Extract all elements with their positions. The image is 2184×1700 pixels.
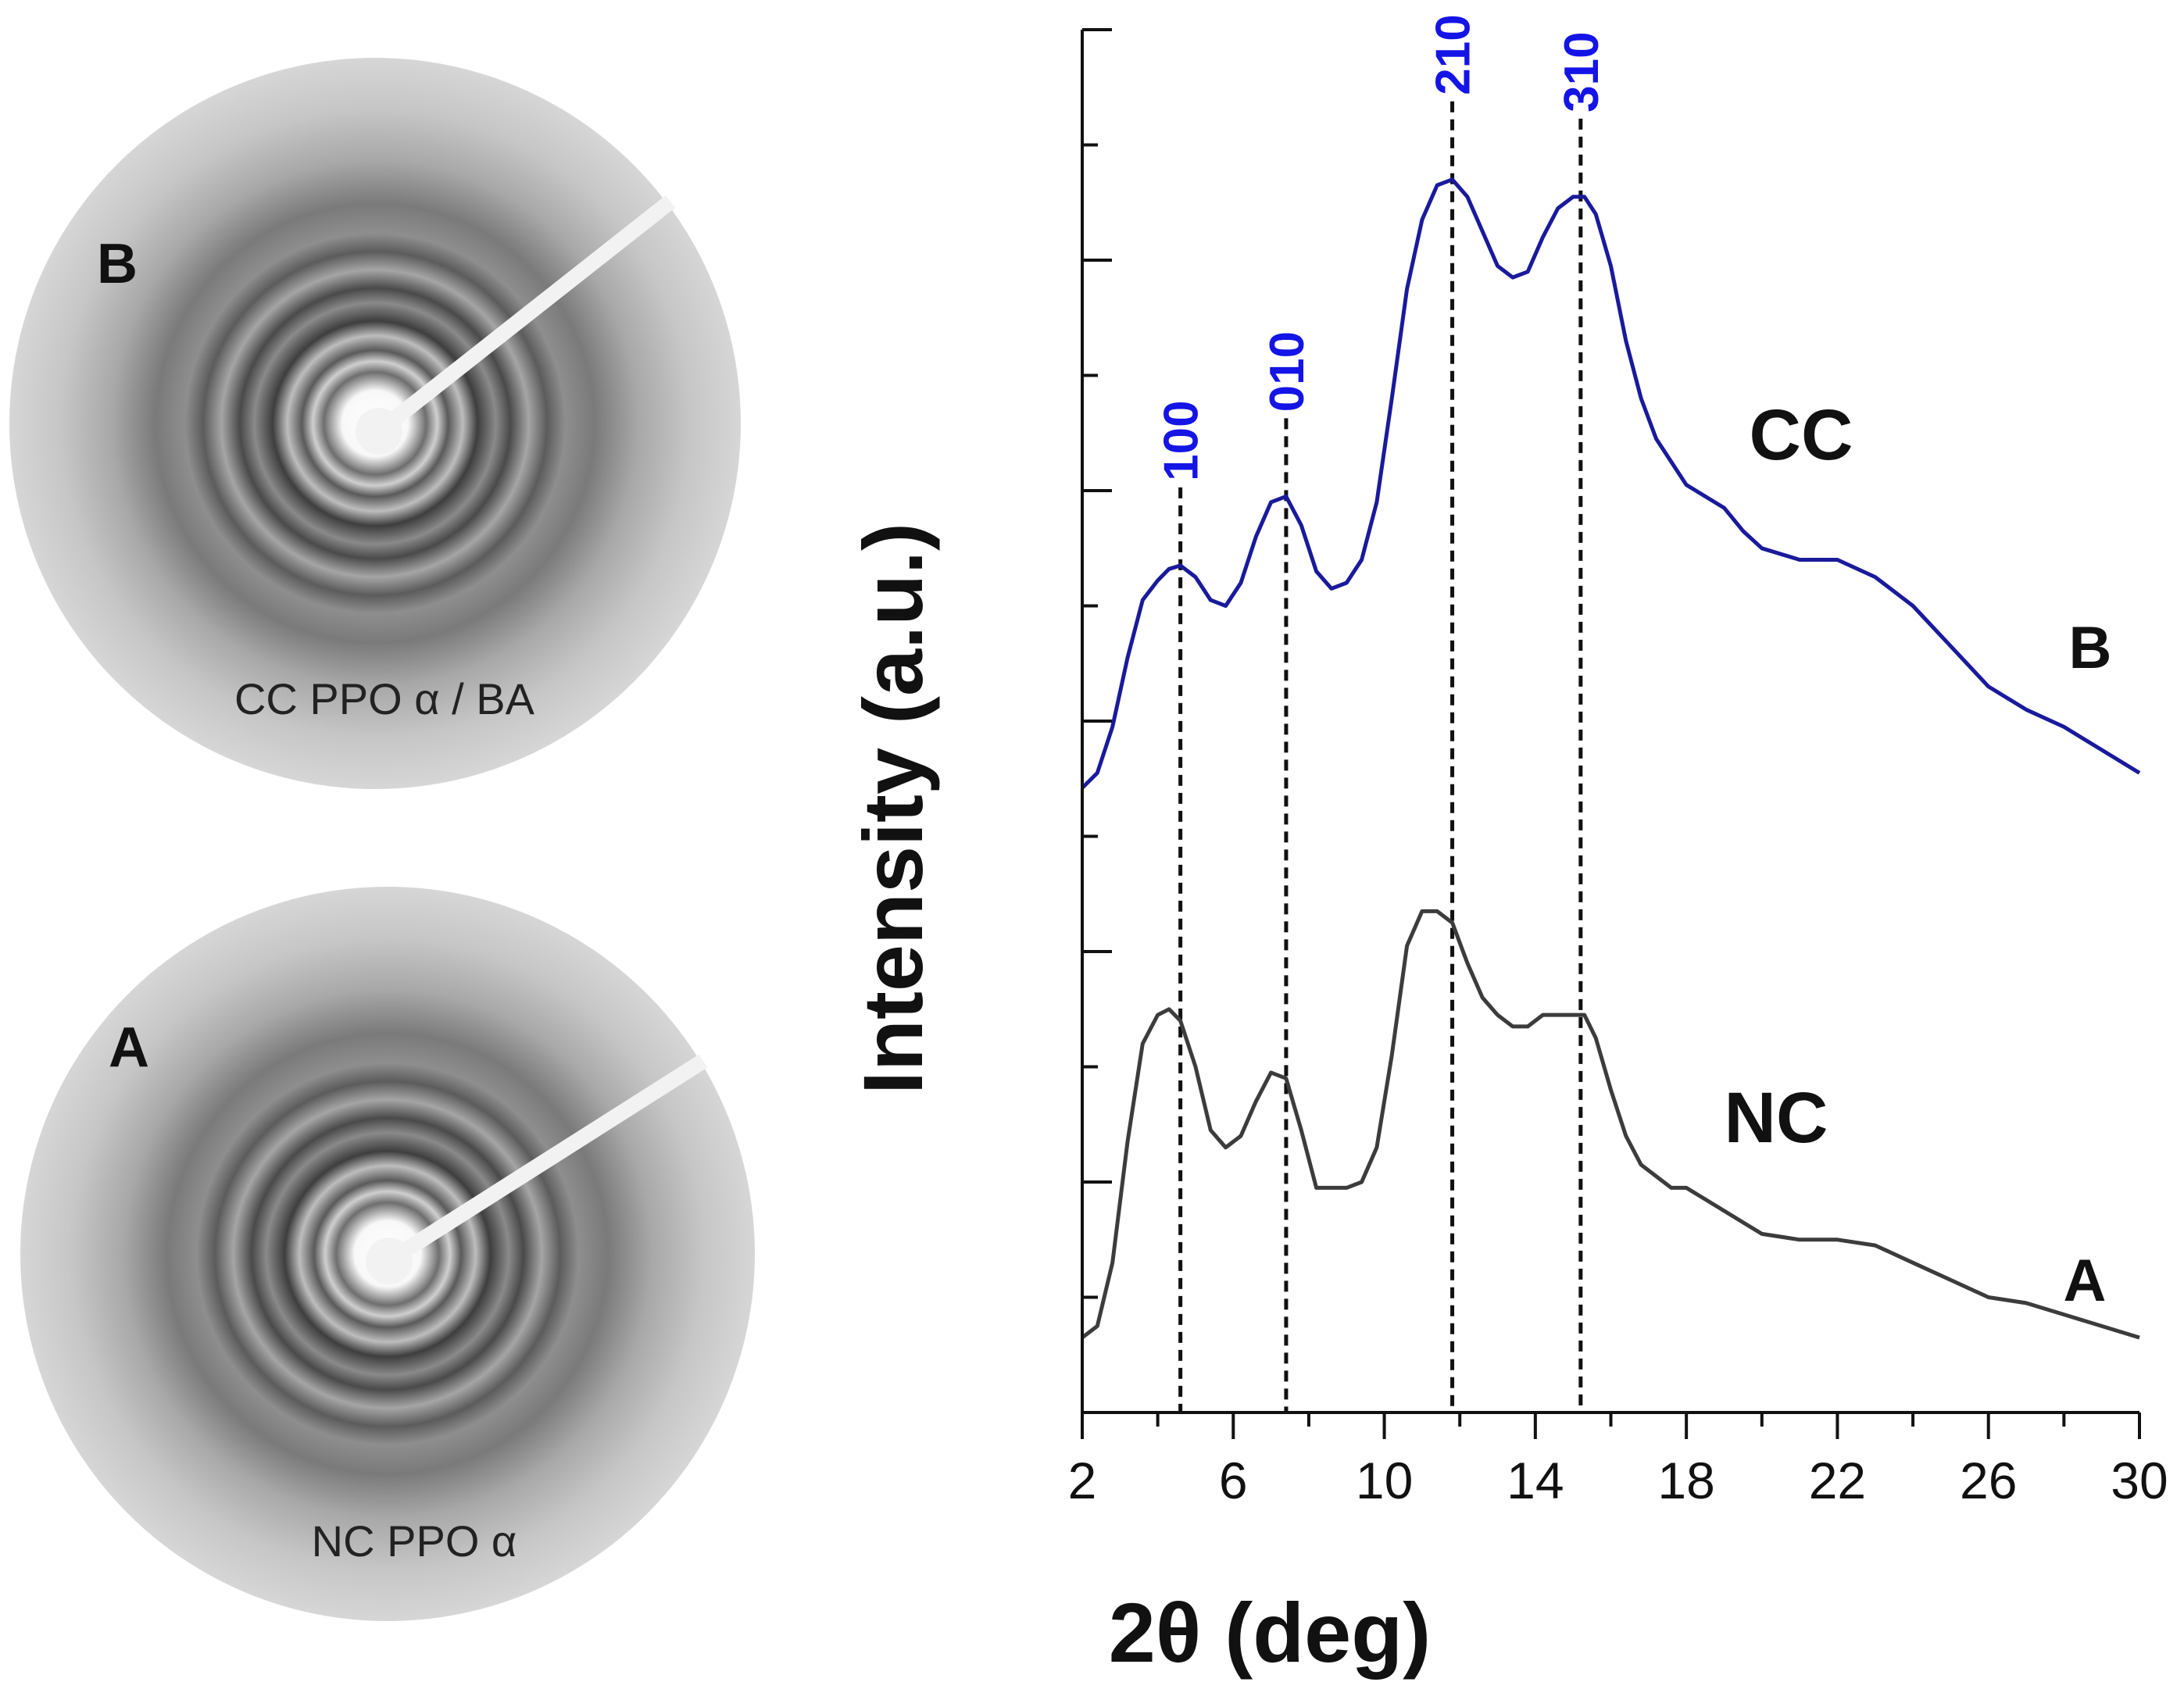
x-tick-label: 10 [1356,1452,1413,1509]
axes [1081,28,2141,1439]
series-line-nc [1081,909,2140,1340]
reflection-labels: 100 010 210 310 [1155,14,1609,481]
diffraction-pattern-b: B CC PPO α / BA [9,58,741,789]
x-tick-label: 22 [1809,1452,1866,1509]
y-axis-label: Intensity (a.u.) [845,523,940,1095]
reflection-label-100: 100 [1155,400,1209,480]
series-layer [1081,177,2141,1340]
end-label-b: B [2069,615,2112,681]
pattern-b-label: B [97,233,138,295]
pattern-b-caption: CC PPO α / BA [234,674,535,723]
x-axis-label: 2θ (deg) [1109,1585,1431,1680]
series-line-cc [1081,177,2141,790]
reflection-label-010: 010 [1260,331,1314,412]
x-tick-labels: 2 6 10 14 18 22 26 30 [1068,1452,2168,1509]
reflection-label-210: 210 [1427,14,1481,95]
series-label-cc: CC [1750,395,1853,475]
pattern-b-beamstop [377,195,676,434]
x-tick-label: 2 [1068,1452,1097,1509]
reflection-lines [1178,101,1583,1412]
x-tick-label: 6 [1219,1452,1248,1509]
pattern-a-beam-center [366,1238,413,1284]
x-tick-label: 18 [1657,1452,1714,1509]
pattern-b-beam-center [356,408,402,455]
pattern-a-label: A [109,1016,149,1079]
diffraction-pattern-a: A NC PPO α [20,887,755,1621]
x-tick-label: 14 [1507,1452,1564,1509]
series-label-nc: NC [1725,1078,1828,1158]
pattern-a-caption: NC PPO α [312,1516,517,1566]
pattern-a-beamstop [386,1054,708,1266]
x-tick-label: 30 [2111,1452,2168,1509]
end-label-a: A [2064,1248,2107,1314]
reflection-label-310: 310 [1555,31,1609,112]
x-tick-label: 26 [1960,1452,2017,1509]
